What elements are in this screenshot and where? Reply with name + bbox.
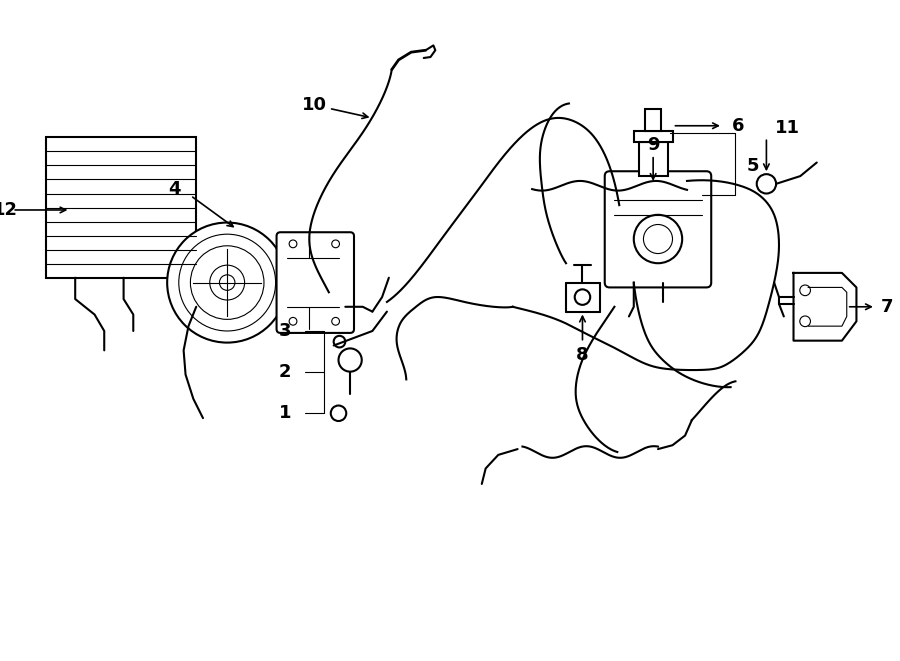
FancyBboxPatch shape — [276, 232, 354, 333]
Text: 3: 3 — [279, 322, 292, 340]
Circle shape — [338, 348, 362, 371]
Circle shape — [575, 290, 590, 305]
Bar — [639, 142, 668, 176]
Bar — [634, 131, 672, 142]
Text: 8: 8 — [576, 346, 589, 364]
Text: 2: 2 — [279, 363, 292, 381]
Bar — [46, 137, 196, 278]
Circle shape — [331, 406, 346, 421]
Text: 4: 4 — [167, 180, 180, 198]
Text: 1: 1 — [279, 405, 292, 422]
Text: 10: 10 — [302, 97, 327, 114]
Text: 7: 7 — [881, 298, 894, 316]
Text: 12: 12 — [0, 201, 18, 219]
Text: 6: 6 — [732, 117, 744, 135]
Text: 5: 5 — [747, 157, 759, 175]
Circle shape — [757, 174, 776, 194]
FancyBboxPatch shape — [605, 171, 711, 288]
Polygon shape — [794, 273, 857, 340]
Text: 9: 9 — [647, 136, 660, 154]
Circle shape — [334, 336, 346, 348]
Bar — [645, 109, 661, 131]
Text: 11: 11 — [775, 119, 800, 137]
Circle shape — [167, 223, 287, 342]
